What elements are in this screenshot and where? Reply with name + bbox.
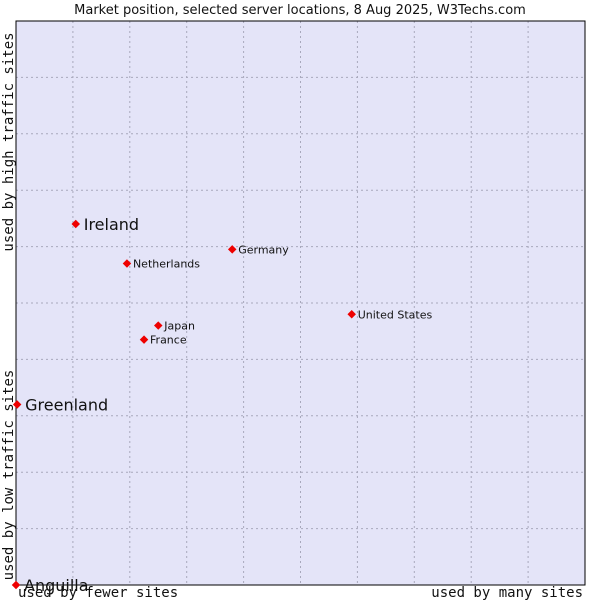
x-axis-low-label: used by fewer sites [18,585,178,600]
data-point-japan: Japan [154,320,195,333]
point-label: France [150,334,187,347]
point-label: Ireland [84,215,139,234]
point-marker [139,335,149,344]
point-marker [347,310,356,319]
point-marker [122,259,132,268]
point-label: Japan [163,320,195,333]
point-label: Netherlands [133,258,200,271]
x-axis-high-label: used by many sites [431,585,583,600]
data-point-france: France [139,334,187,347]
y-axis-high-label: used by high traffic sites [1,32,17,251]
point-marker [12,400,22,409]
data-point-ireland: Ireland [71,215,139,234]
point-label: Germany [238,243,289,256]
data-point-greenland: Greenland [12,396,108,415]
point-marker [154,321,163,330]
y-axis-low-label: used by low traffic sites [1,370,17,581]
point-marker [71,219,80,229]
chart-title: Market position, selected server locatio… [74,3,526,18]
data-point-united-states: United States [347,308,432,321]
point-label: United States [358,308,433,321]
points: Ireland Germany Netherlands United States Ja… [11,215,432,595]
grid [16,21,585,585]
point-label: Anguilla [24,576,89,595]
data-point-germany: Germany [227,243,289,256]
point-label: Greenland [25,396,108,415]
data-point-netherlands: Netherlands [122,258,200,271]
plot-frame [15,20,586,586]
point-marker [227,245,237,254]
